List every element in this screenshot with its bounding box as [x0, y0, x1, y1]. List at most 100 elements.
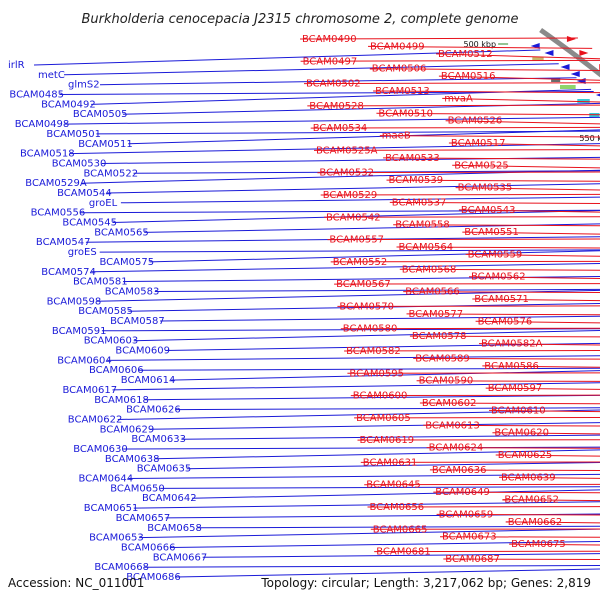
label-connector — [436, 513, 600, 516]
gene-label-reverse: BCAM0585 — [78, 306, 133, 317]
gene-label-reverse: BCAM0547 — [36, 237, 91, 248]
gene-label-forward: BCAM0559 — [468, 249, 523, 260]
gene-label-forward: BCAM0675 — [511, 539, 566, 550]
gene-label-forward: BCAM0620 — [494, 428, 549, 439]
label-connector — [149, 250, 600, 263]
label-connector — [357, 439, 600, 441]
gene-label-forward: BCAM0533 — [385, 153, 440, 164]
gene-label-reverse: BCAM0604 — [57, 355, 112, 366]
gene-label-forward: BCAM0571 — [474, 294, 529, 305]
label-connector — [465, 253, 600, 257]
label-connector — [426, 447, 600, 449]
label-connector — [69, 143, 600, 155]
label-connector — [429, 469, 600, 472]
gene-label-reverse: BCAM0633 — [131, 434, 186, 445]
gene-label-reverse: BCAM0544 — [57, 188, 112, 199]
label-connector — [488, 409, 600, 413]
gene-label-forward: BCAM0580 — [343, 324, 398, 335]
label-connector — [509, 543, 600, 546]
gene-label-forward: BCAM0624 — [429, 443, 484, 454]
label-connector — [495, 454, 600, 457]
gene-label-forward: BCAM0497 — [303, 56, 358, 67]
gene-label-reverse: BCAM0630 — [73, 444, 128, 455]
label-connector — [406, 313, 600, 316]
label-connector — [369, 68, 600, 72]
label-connector — [360, 461, 600, 463]
gene-label-reverse: BCAM0686 — [126, 572, 181, 583]
gene-label-reverse: BCAM0657 — [116, 513, 171, 524]
label-connector — [154, 288, 600, 292]
label-connector — [347, 372, 600, 374]
gene-label-reverse: BCAM0581 — [73, 277, 128, 288]
forward-strand-labels: BCAM0490 BCAM0499 BCAM0512 BCAM0497 BCAM0506… — [299, 34, 600, 565]
gene-label-forward: BCAM0652 — [504, 495, 559, 506]
gene-label-forward: BCAM0534 — [313, 123, 368, 134]
label-connector — [300, 59, 600, 62]
label-connector — [502, 499, 600, 502]
gene-label-reverse: BCAM0545 — [62, 218, 117, 229]
gene-label-reverse: BCAM0629 — [100, 424, 155, 435]
label-connector — [374, 550, 600, 553]
label-connector — [433, 491, 600, 494]
label-connector — [170, 541, 600, 548]
label-connector — [122, 276, 600, 283]
gene-label-forward: BCAM0639 — [501, 472, 556, 483]
reverse-gene-marker — [560, 64, 570, 70]
label-connector — [117, 409, 600, 420]
gene-label-forward: BCAM0595 — [349, 368, 404, 379]
label-connector — [133, 330, 600, 342]
gene-label-reverse: BCAM0642 — [142, 493, 197, 504]
gene-label-forward: BCAM0502 — [306, 79, 361, 90]
label-connector — [334, 283, 600, 285]
label-connector — [413, 357, 600, 360]
label-connector — [181, 434, 600, 440]
label-connector — [176, 407, 600, 411]
label-connector — [107, 355, 600, 361]
gene-label-reverse: BCAM0505 — [73, 109, 128, 120]
gene-label-forward: BCAM0610 — [491, 405, 546, 416]
feature-box — [560, 85, 576, 89]
gene-label-reverse: BCAM0492 — [41, 99, 96, 110]
label-connector — [101, 328, 600, 332]
label-connector — [186, 461, 600, 470]
label-connector — [320, 193, 600, 196]
gene-label-forward: BCAM0517 — [451, 138, 506, 149]
gene-label-forward: BCAM0512 — [438, 49, 493, 60]
gene-label-forward: BCAM0589 — [415, 353, 470, 364]
label-connector — [81, 169, 600, 184]
gene-label-forward: BCAM0576 — [478, 316, 533, 327]
label-connector — [344, 350, 600, 352]
gene-label-forward: BCAM0656 — [370, 502, 425, 513]
gene-label-forward: BCAM0525A — [316, 145, 378, 156]
gene-label-reverse: glmS2 — [68, 80, 100, 91]
label-connector — [443, 558, 600, 561]
label-connector — [442, 97, 600, 103]
label-connector — [128, 473, 600, 479]
reverse-gene-marker — [595, 93, 600, 97]
gene-label-reverse: BCAM0667 — [153, 552, 208, 563]
label-connector — [149, 422, 600, 430]
label-connector — [197, 525, 600, 529]
genome-summary-text: Topology: circular; Length: 3,217,062 bp… — [260, 576, 591, 590]
gene-label-reverse: BCAM0626 — [126, 405, 181, 416]
label-connector — [112, 209, 600, 223]
gene-label-forward: BCAM0552 — [333, 257, 388, 268]
label-connector — [505, 521, 600, 524]
label-connector — [386, 179, 600, 182]
gene-label-forward: BCAM0542 — [326, 212, 381, 223]
gene-label-reverse: BCAM0635 — [137, 464, 192, 475]
gene-label-forward: BCAM0525 — [454, 160, 509, 171]
label-connector — [478, 343, 600, 346]
gene-label-reverse: BCAM0498 — [15, 119, 70, 130]
label-connector — [367, 506, 600, 508]
gene-label-forward: BCAM0490 — [302, 34, 357, 45]
label-connector — [202, 553, 600, 558]
label-connector — [99, 249, 600, 253]
gene-label-reverse: irlR — [8, 60, 25, 71]
label-connector — [80, 209, 600, 214]
feature-box — [551, 78, 561, 82]
gene-label-forward: BCAM0631 — [363, 457, 418, 468]
gene-label-reverse: BCAM0583 — [105, 287, 160, 298]
forward-gene-marker — [566, 36, 576, 42]
